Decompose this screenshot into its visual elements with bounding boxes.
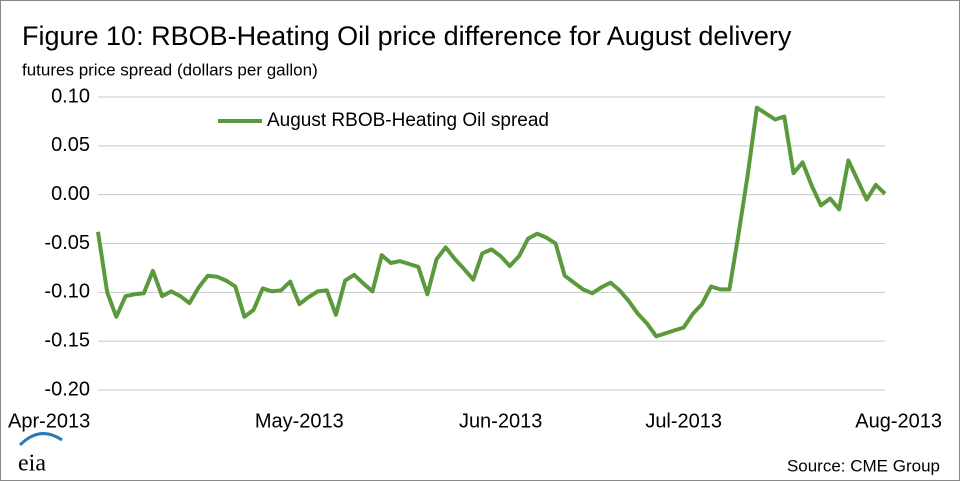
- logo: eia: [18, 451, 46, 477]
- source: Source: CME Group: [787, 456, 940, 475]
- x-tick-label: Aug-2013: [855, 410, 942, 432]
- y-tick-label: -0.15: [44, 329, 90, 351]
- series-line: [96, 105, 887, 339]
- subtitle: futures price spread (dollars per gallon…: [22, 60, 318, 79]
- logo-swoosh: [18, 432, 63, 447]
- x-tick-label: Apr-2013: [8, 410, 90, 432]
- y-tick-label: -0.10: [44, 281, 90, 303]
- legend-label: August RBOB-Heating Oil spread: [267, 110, 549, 131]
- y-tick-label: -0.20: [44, 378, 90, 400]
- y-tick-label: -0.05: [44, 232, 90, 254]
- y-tick-label: 0.05: [51, 134, 90, 156]
- x-tick-label: Jun-2013: [459, 410, 542, 432]
- y-tick-label: 0.00: [51, 183, 90, 205]
- x-tick-label: May-2013: [255, 410, 344, 432]
- y-tick-label: 0.10: [51, 85, 90, 107]
- x-tick-label: Jul-2013: [645, 410, 722, 432]
- chart-title: Figure 10: RBOB-Heating Oil price differ…: [22, 21, 792, 51]
